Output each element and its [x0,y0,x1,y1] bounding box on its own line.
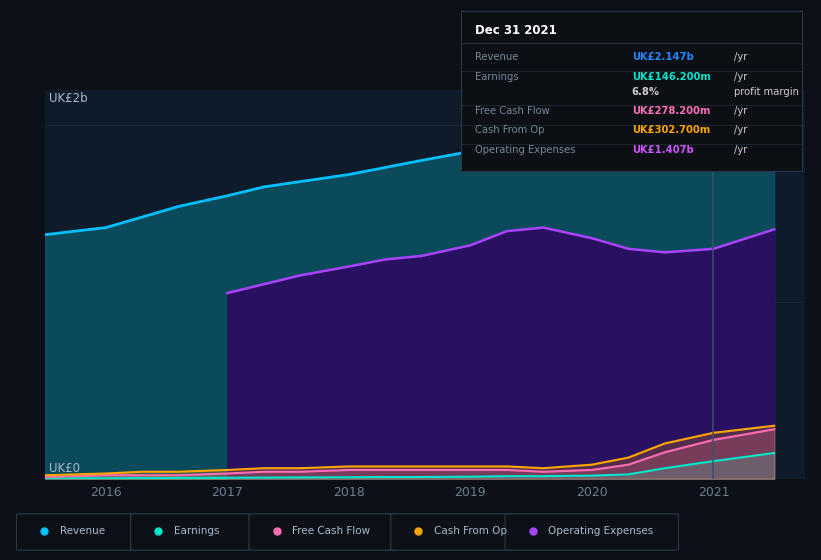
Text: Cash From Op: Cash From Op [434,526,507,536]
Text: Free Cash Flow: Free Cash Flow [292,526,370,536]
Text: UK£2b: UK£2b [49,91,88,105]
Text: UK£0: UK£0 [49,462,80,475]
Text: Operating Expenses: Operating Expenses [475,145,576,155]
Text: UK£278.200m: UK£278.200m [632,106,710,116]
Text: Earnings: Earnings [174,526,219,536]
Text: UK£2.147b: UK£2.147b [632,53,694,63]
Text: /yr: /yr [734,145,747,155]
FancyBboxPatch shape [505,514,678,550]
FancyBboxPatch shape [16,514,135,550]
Text: /yr: /yr [734,125,747,135]
Text: /yr: /yr [734,106,747,116]
Text: UK£146.200m: UK£146.200m [632,72,711,82]
Text: Revenue: Revenue [60,526,105,536]
Text: Free Cash Flow: Free Cash Flow [475,106,550,116]
Text: Dec 31 2021: Dec 31 2021 [475,24,557,37]
FancyBboxPatch shape [131,514,253,550]
Text: Cash From Op: Cash From Op [475,125,544,135]
Text: UK£1.407b: UK£1.407b [632,145,694,155]
Text: /yr: /yr [734,53,747,63]
Text: /yr: /yr [734,72,747,82]
Text: 6.8%: 6.8% [632,87,660,97]
Text: UK£302.700m: UK£302.700m [632,125,710,135]
Text: Earnings: Earnings [475,72,519,82]
FancyBboxPatch shape [249,514,395,550]
Text: Revenue: Revenue [475,53,518,63]
Text: profit margin: profit margin [734,87,799,97]
Text: Operating Expenses: Operating Expenses [548,526,654,536]
FancyBboxPatch shape [391,514,513,550]
